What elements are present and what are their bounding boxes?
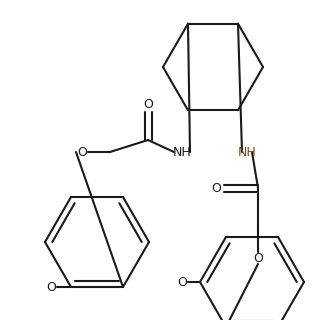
Text: O: O xyxy=(143,98,153,110)
Text: O: O xyxy=(46,281,56,293)
Text: O: O xyxy=(253,252,263,265)
Text: O: O xyxy=(177,276,187,289)
Text: O: O xyxy=(77,146,87,158)
Text: O: O xyxy=(211,181,221,195)
Text: NH: NH xyxy=(238,146,256,158)
Text: NH: NH xyxy=(172,146,191,158)
